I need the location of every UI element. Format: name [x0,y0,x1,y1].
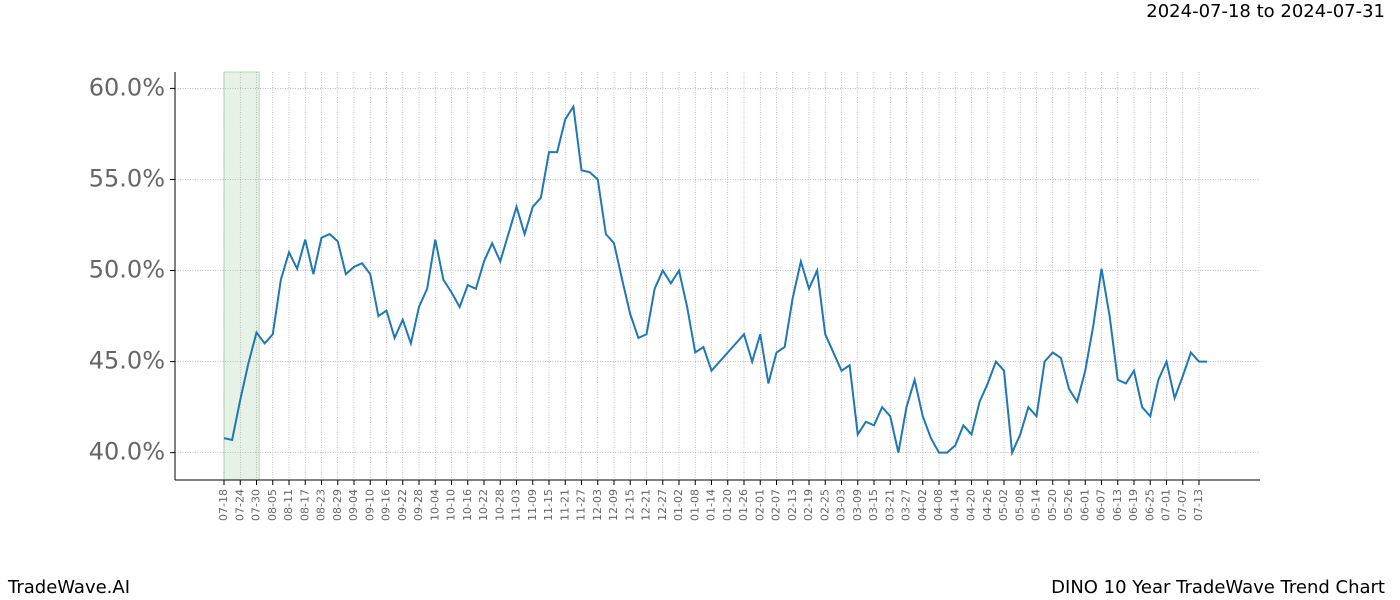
x-tick-label: 11-09 [526,489,539,521]
x-tick-label: 05-14 [1030,489,1043,521]
x-tick-label: 10-22 [477,489,490,521]
x-tick-label: 01-08 [688,489,701,521]
x-tick-label: 07-18 [217,489,230,521]
x-tick-label: 02-07 [770,489,783,521]
x-tick-label: 08-17 [298,489,311,521]
x-tick-label: 09-28 [412,489,425,521]
x-tick-label: 02-25 [818,489,831,521]
chart-subtitle: 2024-07-18 to 2024-07-31 [1146,1,1385,22]
x-tick-label: 09-16 [380,489,393,521]
x-tick-label: 01-14 [705,489,718,521]
x-tick-label: 03-03 [835,489,848,521]
x-tick-label: 04-20 [965,489,978,521]
x-tick-label: 10-10 [445,489,458,521]
x-tick-label: 02-13 [786,489,799,521]
x-tick-label: 04-08 [932,489,945,521]
x-tick-label: 09-22 [396,489,409,521]
x-tick-label: 06-13 [1111,489,1124,521]
x-tick-label: 07-13 [1192,489,1205,521]
y-tick-label: 40.0% [89,438,165,466]
x-tick-label: 03-09 [851,489,864,521]
x-tick-label: 10-04 [428,489,441,521]
x-tick-label: 10-28 [493,489,506,521]
x-tick-label: 01-26 [737,489,750,521]
x-tick-label: 10-16 [461,489,474,521]
x-tick-label: 12-09 [607,489,620,521]
x-tick-label: 04-26 [981,489,994,521]
x-tick-label: 05-08 [1013,489,1026,521]
x-tick-label: 02-01 [753,489,766,521]
x-tick-label: 06-01 [1078,489,1091,521]
x-tick-label: 08-29 [331,489,344,521]
y-tick-label: 55.0% [89,164,165,192]
x-tick-label: 08-05 [266,489,279,521]
x-tick-label: 07-07 [1176,489,1189,521]
y-tick-label: 50.0% [89,256,165,284]
x-tick-label: 12-21 [640,489,653,521]
x-tick-label: 07-30 [250,489,263,521]
x-tick-label: 11-21 [558,489,571,521]
x-tick-label: 03-27 [900,489,913,521]
y-tick-label: 60.0% [89,73,165,101]
footer-left: TradeWave.AI [7,577,130,598]
x-tick-label: 01-20 [721,489,734,521]
x-tick-label: 12-15 [623,489,636,521]
x-tick-label: 12-03 [591,489,604,521]
highlight-span [223,71,260,481]
x-tick-label: 01-02 [672,489,685,521]
x-tick-label: 06-19 [1127,489,1140,521]
x-tick-label: 04-14 [948,489,961,521]
x-tick-label: 07-01 [1160,489,1173,521]
y-tick-label: 45.0% [89,347,165,375]
x-tick-label: 04-02 [916,489,929,521]
x-tick-label: 08-23 [315,489,328,521]
x-tick-label: 11-15 [542,489,555,521]
x-tick-label: 02-19 [802,489,815,521]
x-tick-label: 12-27 [656,489,669,521]
x-tick-label: 05-02 [997,489,1010,521]
x-tick-label: 03-21 [883,489,896,521]
x-tick-label: 05-26 [1062,489,1075,521]
x-tick-label: 11-27 [575,489,588,521]
x-tick-label: 11-03 [510,489,523,521]
x-tick-label: 03-15 [867,489,880,521]
x-tick-label: 09-04 [347,489,360,521]
x-tick-label: 07-24 [233,489,246,521]
x-tick-label: 05-20 [1046,489,1059,521]
x-tick-label: 08-11 [282,489,295,521]
trend-line [223,103,1208,457]
x-tick-label: 06-07 [1095,489,1108,521]
x-tick-label: 06-25 [1143,489,1156,521]
x-tick-label: 09-10 [363,489,376,521]
footer-right: DINO 10 Year TradeWave Trend Chart [1051,577,1385,598]
